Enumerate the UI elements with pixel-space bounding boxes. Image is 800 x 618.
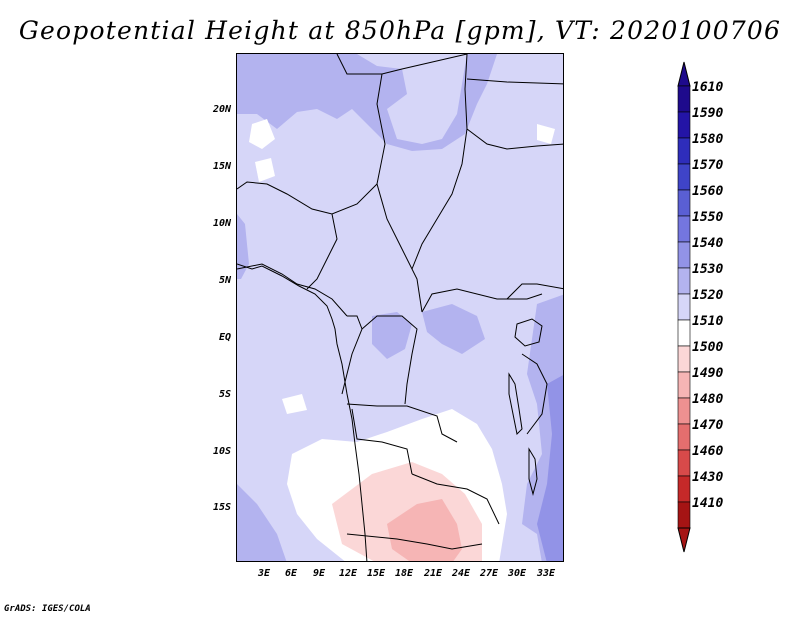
field-1540-sw (237, 484, 287, 561)
grads-credit: GrADS: IGES/COLA (4, 604, 91, 614)
lat-tick-15s: 15S (212, 502, 231, 513)
lon-tick-12e: 12E (338, 568, 358, 579)
colorbar-segment (677, 267, 691, 295)
lon-tick-18e: 18E (394, 568, 414, 579)
colorbar-label-1610: 1610 (692, 80, 724, 95)
colorbar-label-1540: 1540 (692, 236, 724, 251)
map-svg (237, 54, 563, 561)
lon-tick-27e: 27E (479, 568, 499, 579)
map-title: Geopotential Height at 850hPa [gpm], VT:… (18, 16, 782, 45)
colorbar-segment (677, 345, 691, 373)
lake-malawi (528, 447, 538, 496)
colorbar-label-1580: 1580 (692, 132, 724, 147)
field-1550-east (537, 375, 563, 561)
colorbar-segment (677, 371, 691, 399)
lat-tick-20n: 20N (212, 104, 231, 115)
country-borders (237, 54, 563, 550)
lat-tick-5s: 5S (218, 389, 231, 400)
colorbar-segment (677, 111, 691, 139)
colorbar-label-1410: 1410 (692, 496, 724, 511)
field-1510-patch-ne (537, 124, 555, 144)
colorbar-label-1550: 1550 (692, 210, 724, 225)
map-panel (236, 53, 564, 562)
lat-tick-10s: 10S (212, 446, 231, 457)
colorbar-top-arrow (677, 61, 691, 87)
lon-tick-24e: 24E (451, 568, 471, 579)
field-1540-north (237, 54, 497, 151)
colorbar (677, 61, 691, 553)
lat-tick-15n: 15N (212, 161, 231, 172)
lat-tick-10n: 10N (212, 218, 231, 229)
colorbar-label-1510: 1510 (692, 314, 724, 329)
colorbar-segment (677, 85, 691, 113)
lon-tick-15e: 15E (366, 568, 386, 579)
colorbar-segment (677, 189, 691, 217)
lon-tick-6e: 6E (284, 568, 298, 579)
lat-tick-5n: 5N (218, 275, 231, 286)
colorbar-label-1490: 1490 (692, 366, 724, 381)
colorbar-segment (677, 293, 691, 321)
colorbar-segment (677, 501, 691, 529)
colorbar-segment (677, 319, 691, 347)
lat-tick-eq: EQ (218, 332, 231, 343)
field-1510-patch-nw (249, 119, 275, 149)
west-coastline (237, 263, 368, 561)
colorbar-label-1460: 1460 (692, 444, 724, 459)
lon-tick-33e: 33E (536, 568, 556, 579)
colorbar-label-1530: 1530 (692, 262, 724, 277)
field-1540-central (372, 312, 412, 359)
field-1510-patch-w2 (255, 158, 275, 182)
field-1510-patch-mid (282, 394, 307, 414)
colorbar-bottom-arrow (677, 527, 691, 553)
lon-tick-3e: 3E (257, 568, 271, 579)
lon-tick-30e: 30E (507, 568, 527, 579)
colorbar-label-1520: 1520 (692, 288, 724, 303)
colorbar-segment (677, 137, 691, 165)
colorbar-label-1430: 1430 (692, 470, 724, 485)
colorbar-segment (677, 241, 691, 269)
lake-victoria (514, 318, 543, 347)
lon-tick-21e: 21E (423, 568, 443, 579)
colorbar-label-1590: 1590 (692, 106, 724, 121)
lon-tick-9e: 9E (312, 568, 326, 579)
colorbar-label-1570: 1570 (692, 158, 724, 173)
colorbar-segment (677, 163, 691, 191)
colorbar-segment (677, 449, 691, 477)
field-1490-south (387, 499, 462, 561)
colorbar-segment (677, 397, 691, 425)
colorbar-label-1470: 1470 (692, 418, 724, 433)
lake-tanganyika (508, 372, 523, 436)
field-1540-west (237, 214, 249, 279)
colorbar-label-1480: 1480 (692, 392, 724, 407)
field-1540-central2 (422, 304, 485, 354)
colorbar-label-1500: 1500 (692, 340, 724, 355)
colorbar-segment (677, 215, 691, 243)
colorbar-segment (677, 475, 691, 503)
colorbar-segment (677, 423, 691, 451)
colorbar-label-1560: 1560 (692, 184, 724, 199)
